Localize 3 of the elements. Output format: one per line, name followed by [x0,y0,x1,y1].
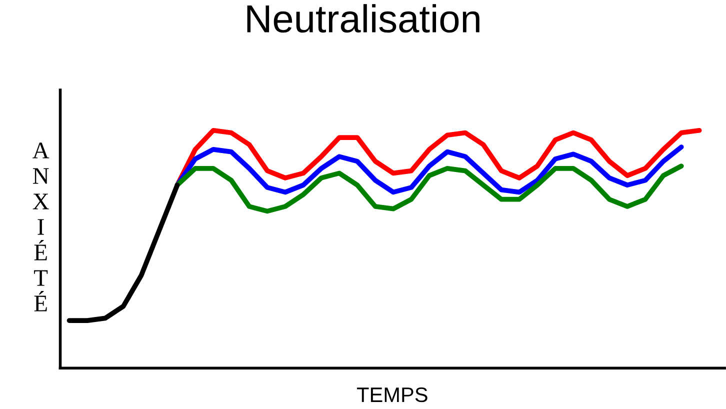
y-axis-title: ANXIÉTÉ [32,142,50,312]
chart-title: Neutralisation [247,4,480,33]
x-axis-title: TEMPS [356,387,428,402]
